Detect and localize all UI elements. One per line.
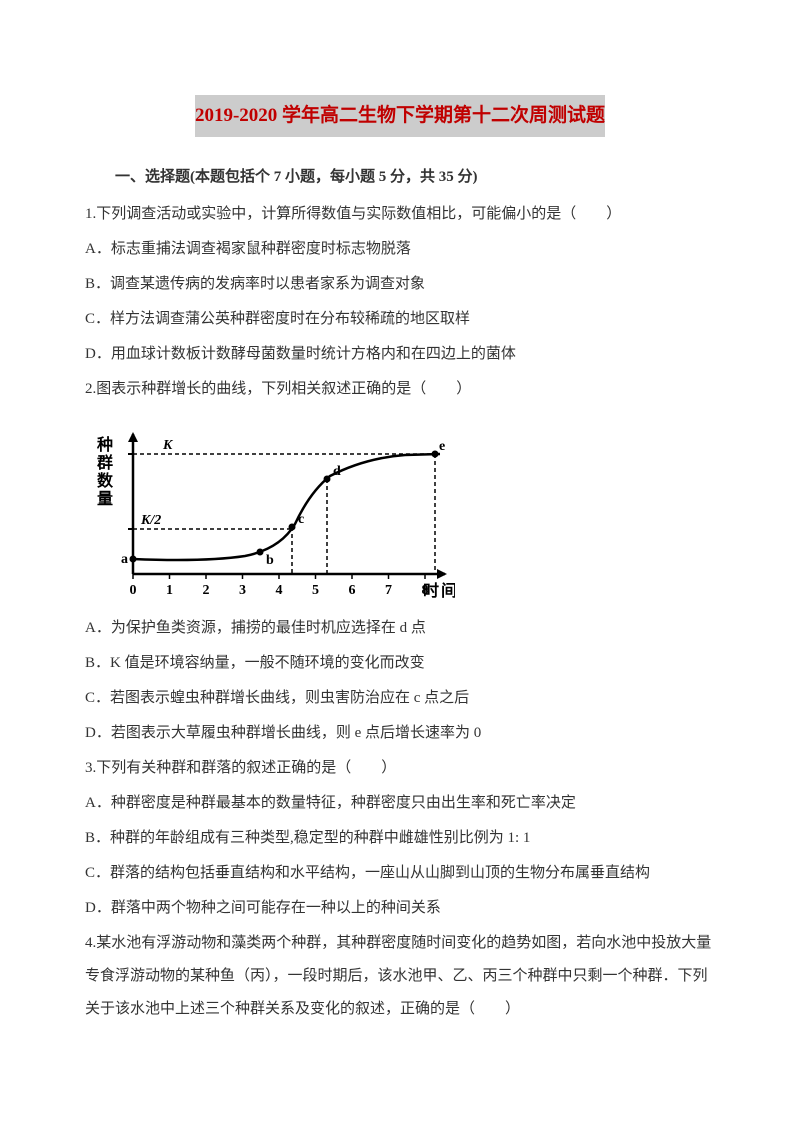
- q2-option-d: D．若图表示大草履虫种群增长曲线，则 e 点后增长速率为 0: [85, 717, 715, 750]
- svg-text:1: 1: [166, 583, 173, 598]
- q3-option-a: A．种群密度是种群最基本的数量特征，种群密度只由出生率和死亡率决定: [85, 787, 715, 820]
- q3-text: 3.下列有关种群和群落的叙述正确的是（ ）: [85, 752, 715, 785]
- svg-text:3: 3: [239, 583, 246, 598]
- svg-text:2: 2: [203, 583, 210, 598]
- section-heading: 一、选择题(本题包括个 7 小题，每小题 5 分，共 35 分): [85, 161, 715, 194]
- svg-text:K: K: [162, 438, 174, 453]
- svg-text:间: 间: [441, 581, 455, 600]
- svg-text:4: 4: [276, 583, 283, 598]
- q1-option-b: B．调查某遗传病的发病率时以患者家系为调查对象: [85, 268, 715, 301]
- svg-text:a: a: [121, 552, 128, 567]
- svg-text:d: d: [333, 464, 341, 479]
- svg-text:6: 6: [349, 583, 356, 598]
- q1-option-d: D．用血球计数板计数酵母菌数量时统计方格内和在四边上的菌体: [85, 338, 715, 371]
- q1-option-c: C．样方法调查蒲公英种群密度时在分布较稀疏的地区取样: [85, 303, 715, 336]
- page-title: 2019-2020 学年高二生物下学期第十二次周测试题: [195, 95, 605, 137]
- q2-option-a: A．为保护鱼类资源，捕捞的最佳时机应选择在 d 点: [85, 612, 715, 645]
- q1-option-a: A．标志重捕法调查褐家鼠种群密度时标志物脱落: [85, 233, 715, 266]
- svg-text:量: 量: [97, 490, 113, 508]
- svg-text:e: e: [439, 439, 445, 454]
- svg-text:5: 5: [312, 583, 319, 598]
- svg-text:群: 群: [97, 453, 113, 472]
- svg-text:种: 种: [96, 435, 113, 454]
- q2-text: 2.图表示种群增长的曲线，下列相关叙述正确的是（ ）: [85, 373, 715, 406]
- chart-svg: 种群数量012345678时间KK/2abcde: [85, 414, 455, 604]
- q2-option-b: B．K 值是环境容纳量，一般不随环境的变化而改变: [85, 647, 715, 680]
- q3-option-d: D．群落中两个物种之间可能存在一种以上的种间关系: [85, 892, 715, 925]
- svg-text:b: b: [266, 553, 274, 568]
- q2-option-c: C．若图表示蝗虫种群增长曲线，则虫害防治应在 c 点之后: [85, 682, 715, 715]
- svg-text:c: c: [298, 512, 304, 527]
- q3-option-c: C．群落的结构包括垂直结构和水平结构，一座山从山脚到山顶的生物分布属垂直结构: [85, 857, 715, 890]
- svg-text:0: 0: [130, 583, 137, 598]
- q1-text: 1.下列调查活动或实验中，计算所得数值与实际数值相比，可能偏小的是（ ）: [85, 198, 715, 231]
- svg-text:时: 时: [423, 582, 439, 600]
- q4-text: 4.某水池有浮游动物和藻类两个种群，其种群密度随时间变化的趋势如图，若向水池中投…: [85, 927, 715, 1026]
- svg-text:7: 7: [385, 583, 392, 598]
- q3-option-b: B．种群的年龄组成有三种类型,稳定型的种群中雌雄性别比例为 1: 1: [85, 822, 715, 855]
- svg-text:数: 数: [97, 471, 114, 490]
- svg-text:K/2: K/2: [140, 513, 161, 528]
- growth-curve-chart: 种群数量012345678时间KK/2abcde: [85, 414, 715, 604]
